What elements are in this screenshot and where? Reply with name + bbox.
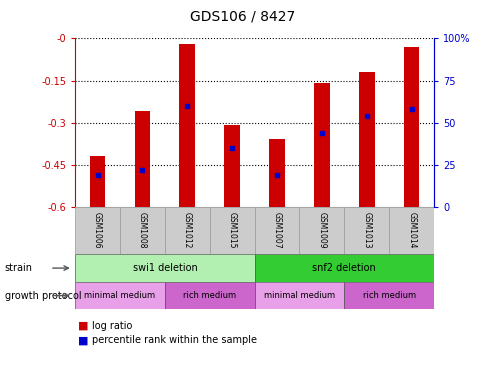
Text: GSM1013: GSM1013 — [362, 212, 371, 249]
Text: GSM1014: GSM1014 — [406, 212, 415, 249]
Bar — [75, 254, 254, 282]
Bar — [135, 111, 150, 207]
Bar — [344, 282, 433, 309]
Bar — [179, 44, 195, 207]
Bar — [358, 72, 374, 207]
Bar — [269, 139, 284, 207]
Text: GSM1008: GSM1008 — [137, 212, 147, 249]
Bar — [75, 282, 165, 309]
Text: rich medium: rich medium — [183, 291, 236, 300]
Bar — [224, 126, 240, 207]
Text: minimal medium: minimal medium — [84, 291, 155, 300]
Bar — [314, 83, 329, 207]
Text: ■: ■ — [77, 321, 88, 331]
Bar — [344, 207, 388, 254]
Bar — [75, 207, 120, 254]
Bar — [120, 207, 165, 254]
Text: swi1 deletion: swi1 deletion — [132, 263, 197, 273]
Bar — [388, 207, 433, 254]
Bar — [299, 207, 344, 254]
Text: ■: ■ — [77, 335, 88, 346]
Text: GDS106 / 8427: GDS106 / 8427 — [189, 9, 295, 23]
Text: GSM1012: GSM1012 — [182, 212, 192, 249]
Text: GSM1009: GSM1009 — [317, 212, 326, 249]
Text: GSM1006: GSM1006 — [93, 212, 102, 249]
Bar — [403, 47, 419, 207]
Text: rich medium: rich medium — [362, 291, 415, 300]
Text: log ratio: log ratio — [92, 321, 132, 331]
Bar — [165, 207, 209, 254]
Text: percentile rank within the sample: percentile rank within the sample — [92, 335, 257, 346]
Bar — [254, 207, 299, 254]
Bar — [90, 156, 105, 207]
Bar — [209, 207, 254, 254]
Text: GSM1007: GSM1007 — [272, 212, 281, 249]
Text: strain: strain — [5, 263, 33, 273]
Text: growth protocol: growth protocol — [5, 291, 81, 300]
Text: snf2 deletion: snf2 deletion — [312, 263, 376, 273]
Bar — [254, 254, 433, 282]
Bar — [254, 282, 344, 309]
Text: minimal medium: minimal medium — [263, 291, 334, 300]
Bar — [165, 282, 254, 309]
Text: GSM1015: GSM1015 — [227, 212, 236, 249]
